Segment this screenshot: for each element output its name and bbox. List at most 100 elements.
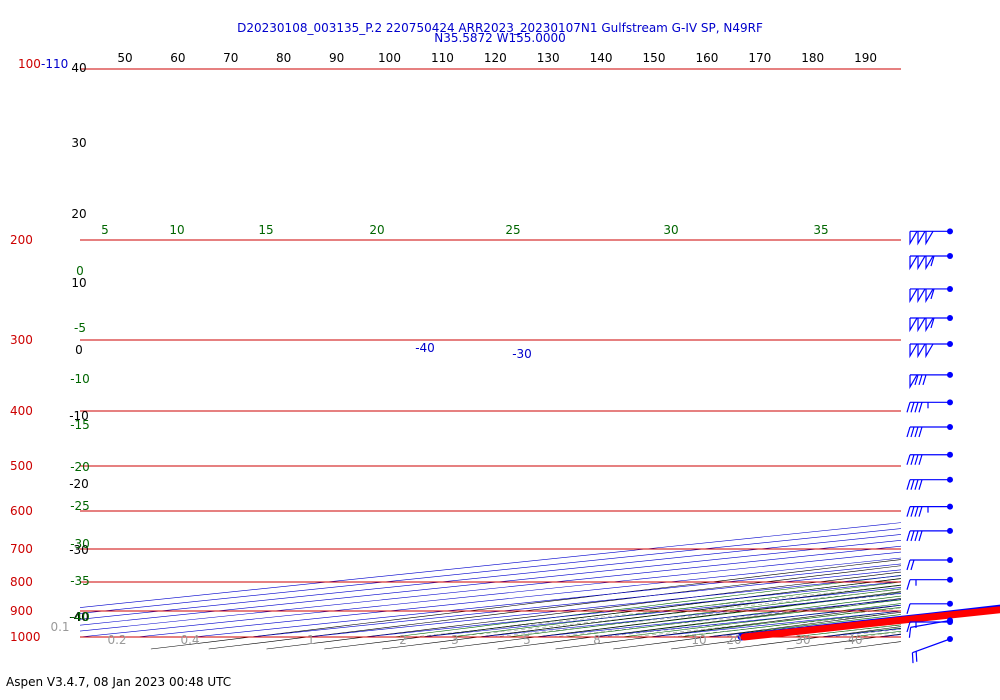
wind-barb-staff — [910, 619, 951, 628]
wind-barb-flag — [917, 317, 926, 333]
wind-barb-feather — [910, 559, 915, 571]
isotherm-line — [80, 528, 901, 614]
isotherm-label: -40 — [415, 341, 435, 355]
wind-barb-flag — [917, 288, 926, 304]
isotherm-line — [80, 522, 901, 608]
isotherm-line — [877, 634, 901, 638]
wind-barb — [911, 636, 953, 664]
top-axis-label: 120 — [484, 51, 507, 65]
wind-barb-feather — [906, 559, 911, 571]
wind-barb-feather — [906, 454, 911, 465]
mixing-ratio-line — [552, 599, 901, 638]
mixing-ratio-line — [451, 589, 901, 638]
dry-adiabat-line — [960, 81, 1000, 649]
wind-barb-flag — [909, 255, 918, 271]
dry-adiabat-label: -30 — [69, 543, 89, 557]
wind-barb — [906, 424, 953, 438]
wind-barb-feather — [906, 603, 911, 614]
top-axis-label: 90 — [329, 51, 344, 65]
mixing-ratio-label: 30 — [795, 633, 810, 647]
moist-adiabat-label: -25 — [70, 499, 90, 513]
moist-adiabat-line — [535, 592, 901, 638]
moist-adiabat-label: -15 — [70, 418, 90, 432]
moist-adiabat-label: -10 — [70, 372, 90, 386]
pressure-label: 800 — [10, 575, 33, 589]
footer-version: Aspen V3.4.7, 08 Jan 2023 00:48 UTC — [6, 675, 232, 689]
isotherm-line — [592, 604, 901, 638]
dry-adiabat-line — [150, 559, 901, 650]
top-axis-label: 190 — [854, 51, 877, 65]
wind-barb — [906, 399, 953, 413]
dry-adiabat-line — [844, 641, 901, 650]
wind-barb-feather — [906, 402, 911, 413]
mixing-ratio-line — [790, 624, 901, 638]
pressure-label: 400 — [10, 404, 33, 418]
wind-barb — [909, 285, 953, 304]
wind-barb — [906, 556, 953, 571]
wind-barb-feather — [918, 374, 923, 386]
dry-adiabat-label: 10 — [71, 276, 86, 290]
dry-adiabat-label: -20 — [69, 477, 89, 491]
wind-barbs — [906, 228, 953, 664]
moist-adiabat-line — [877, 634, 901, 638]
top-axis-label: 140 — [590, 51, 613, 65]
isotherm-line — [193, 563, 901, 638]
wind-barb — [906, 503, 953, 517]
moist-adiabat-label: -40 — [70, 610, 90, 624]
isotherm-line — [535, 598, 901, 638]
isotherm-line — [307, 575, 901, 638]
moist-adiabat-label: 0 — [76, 264, 84, 278]
moist-adiabat-line — [849, 631, 901, 638]
dry-adiabat-label: 30 — [71, 136, 86, 150]
wind-barb-feather — [906, 479, 911, 490]
dry-adiabat-label: 40 — [71, 61, 86, 75]
top-axis-label: 180 — [801, 51, 824, 65]
wind-barb-feather — [910, 479, 915, 490]
wind-barb-feather — [914, 506, 919, 517]
isotherm-line — [649, 610, 901, 638]
wind-barb-feather — [914, 454, 919, 465]
wind-barb-feather — [906, 530, 911, 542]
wind-barb — [909, 371, 953, 390]
dry-adiabat-line — [439, 591, 901, 650]
moist-adiabat-line — [735, 617, 901, 638]
wind-barb-feather — [914, 530, 919, 542]
moist-adiabat-line — [393, 575, 901, 638]
mixing-ratio-label: 0.2 — [107, 633, 126, 647]
top-axis-label: 150 — [643, 51, 666, 65]
wind-barb-feather — [918, 454, 923, 465]
isotherm-line — [935, 69, 1000, 637]
wind-barb — [909, 228, 953, 246]
moist-adiabat-line — [907, 69, 1000, 637]
mixing-ratio-label: 40 — [847, 633, 862, 647]
top-axis-label: 130 — [537, 51, 560, 65]
isotherm-line — [364, 581, 901, 638]
mixing-ratio-label: 0.4 — [180, 633, 199, 647]
wind-barb — [909, 341, 953, 359]
dry-adiabat-line — [208, 565, 901, 650]
wind-barb — [906, 451, 953, 465]
moist-adiabat-line — [792, 624, 901, 638]
dry-adiabat-line — [671, 619, 901, 650]
wind-barb-flag — [925, 317, 934, 333]
wind-barb-feather — [906, 579, 911, 590]
mixing-ratio-label: 0.1 — [50, 620, 69, 634]
top-axis-label: 110 — [431, 51, 454, 65]
moist-adiabat-line — [678, 610, 901, 638]
dry-adiabat-label: 0 — [75, 343, 83, 357]
pressure-label: 300 — [10, 333, 33, 347]
moist-adiabat-label: 30 — [663, 223, 678, 237]
moist-adiabat-label: 25 — [505, 223, 520, 237]
mixing-ratio-line — [709, 616, 901, 638]
wind-barb — [909, 315, 953, 333]
wind-barb-flag — [925, 255, 934, 271]
wind-barb-feather — [910, 530, 915, 542]
isotherm-line — [992, 69, 1000, 637]
moist-adiabat-line — [564, 595, 901, 638]
dry-adiabat-label: 20 — [71, 207, 86, 221]
pressure-label: 500 — [10, 459, 33, 473]
wind-barb-feather — [930, 288, 935, 300]
wind-barb-flag — [917, 343, 926, 359]
moist-adiabat-line — [592, 599, 901, 638]
wind-barb — [909, 253, 953, 271]
